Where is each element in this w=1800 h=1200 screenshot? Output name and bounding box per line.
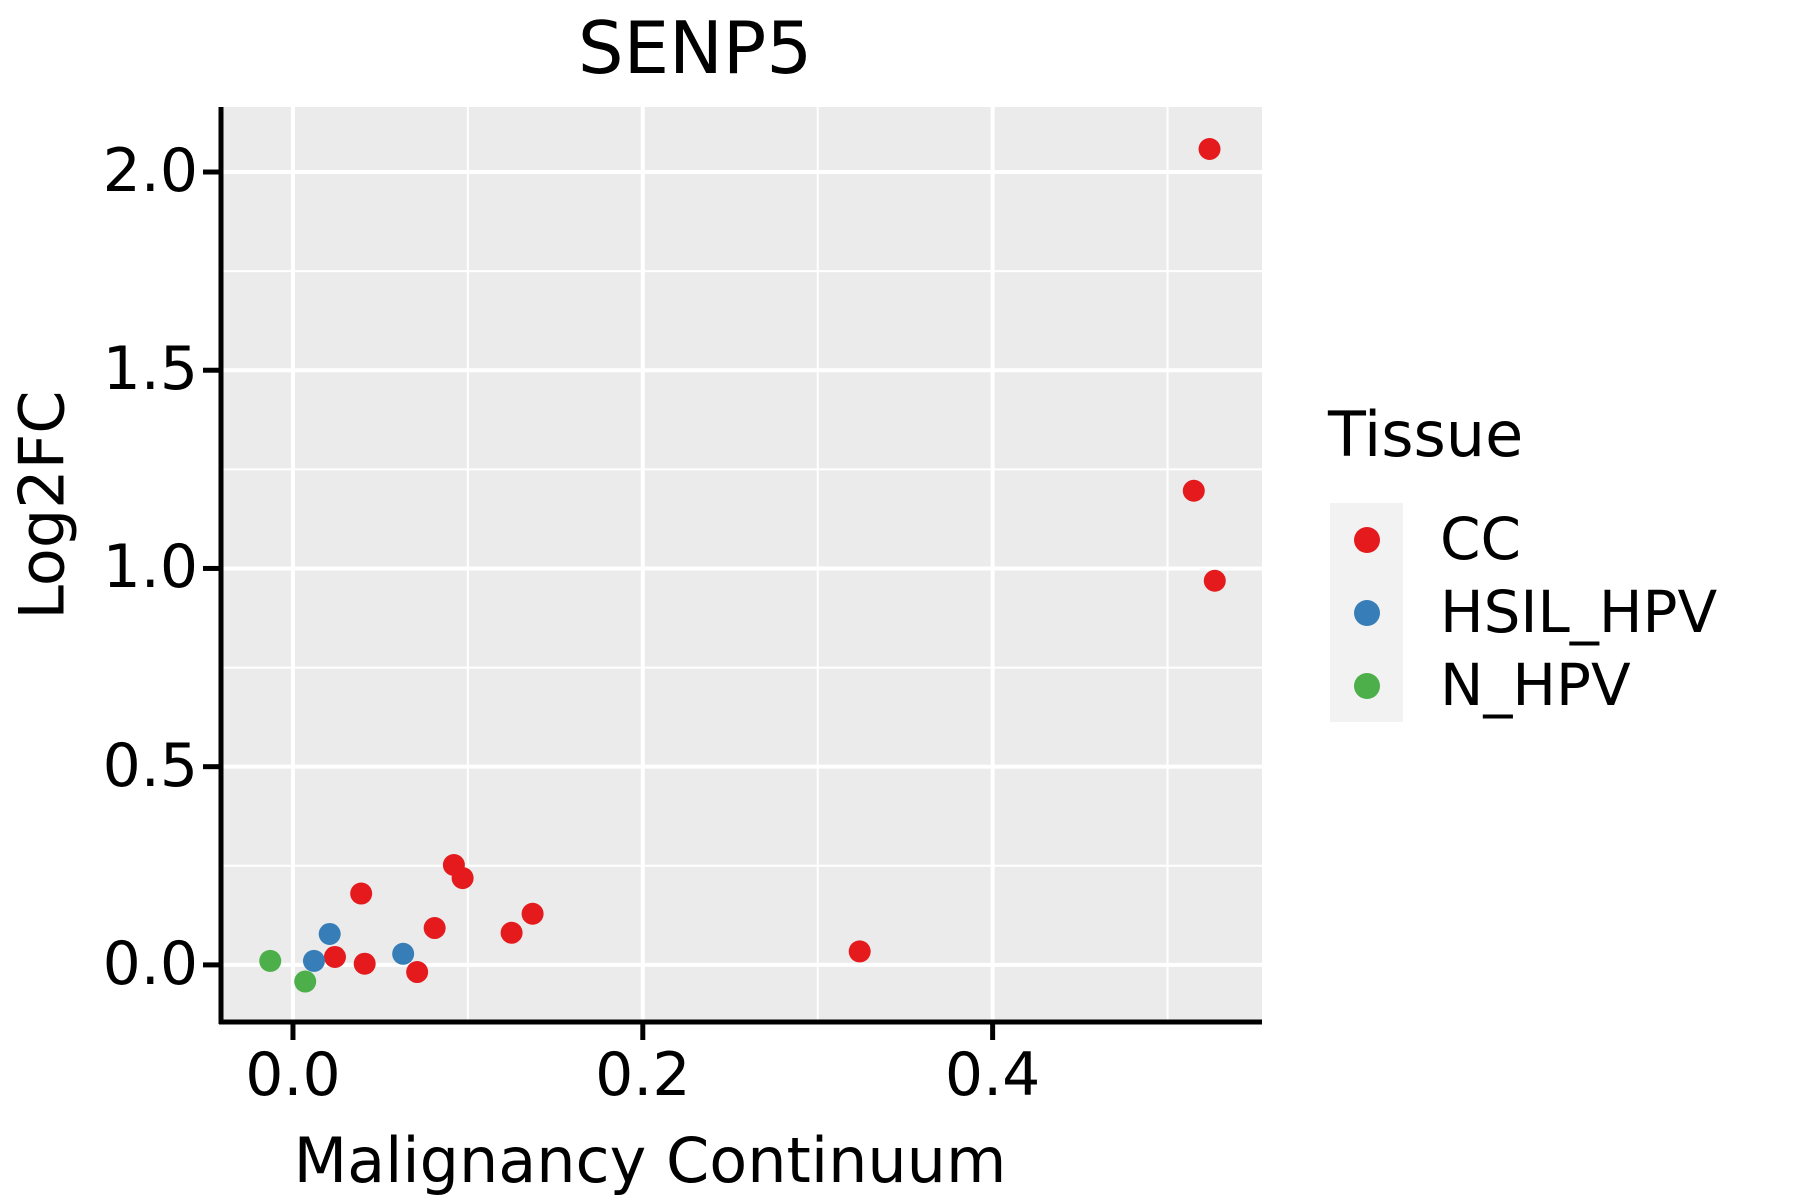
legend-dot-hsil-hpv-icon bbox=[1353, 599, 1380, 626]
data-point-CC bbox=[521, 902, 544, 925]
legend-label-n-hpv: N_HPV bbox=[1440, 651, 1631, 719]
data-point-HSIL_HPV bbox=[318, 922, 341, 945]
data-point-CC bbox=[848, 940, 871, 963]
x-axis-label: Malignancy Continuum bbox=[293, 1124, 1007, 1197]
data-point-HSIL_HPV bbox=[302, 949, 325, 972]
legend-label-hsil-hpv: HSIL_HPV bbox=[1440, 578, 1718, 646]
legend-title: Tissue bbox=[1328, 398, 1524, 471]
x-tick-label: 0.2 bbox=[595, 1040, 691, 1110]
data-point-CC bbox=[423, 917, 446, 940]
data-point-HSIL_HPV bbox=[392, 942, 415, 965]
legend-key-hsil-hpv bbox=[1330, 576, 1403, 649]
data-point-CC bbox=[323, 945, 346, 968]
plot-panel bbox=[223, 107, 1262, 1020]
data-point-CC bbox=[451, 867, 474, 890]
data-point-CC bbox=[1203, 569, 1226, 592]
y-tick-label: 1.5 bbox=[102, 334, 198, 405]
y-tick-label: 2.0 bbox=[102, 136, 198, 207]
legend-key-n-hpv bbox=[1330, 649, 1403, 722]
data-point-CC bbox=[1198, 138, 1221, 161]
y-tick-label: 1.0 bbox=[102, 532, 198, 603]
legend-dot-n-hpv-icon bbox=[1353, 672, 1380, 699]
data-point-CC bbox=[500, 921, 523, 944]
y-tick-label: 0.5 bbox=[102, 730, 198, 801]
data-point-CC bbox=[350, 882, 373, 905]
legend-dot-cc-icon bbox=[1353, 526, 1380, 553]
legend-label-cc: CC bbox=[1440, 505, 1521, 573]
data-point-CC bbox=[353, 952, 376, 975]
legend-key-cc bbox=[1330, 503, 1403, 576]
chart-title: SENP5 bbox=[577, 6, 813, 90]
data-point-CC bbox=[1182, 479, 1205, 502]
y-tick-label: 0.0 bbox=[102, 928, 198, 999]
data-point-N_HPV bbox=[259, 949, 282, 972]
data-point-CC bbox=[406, 961, 429, 984]
x-tick-label: 0.0 bbox=[245, 1040, 341, 1110]
x-tick-label: 0.4 bbox=[944, 1040, 1041, 1110]
data-point-N_HPV bbox=[294, 970, 317, 993]
